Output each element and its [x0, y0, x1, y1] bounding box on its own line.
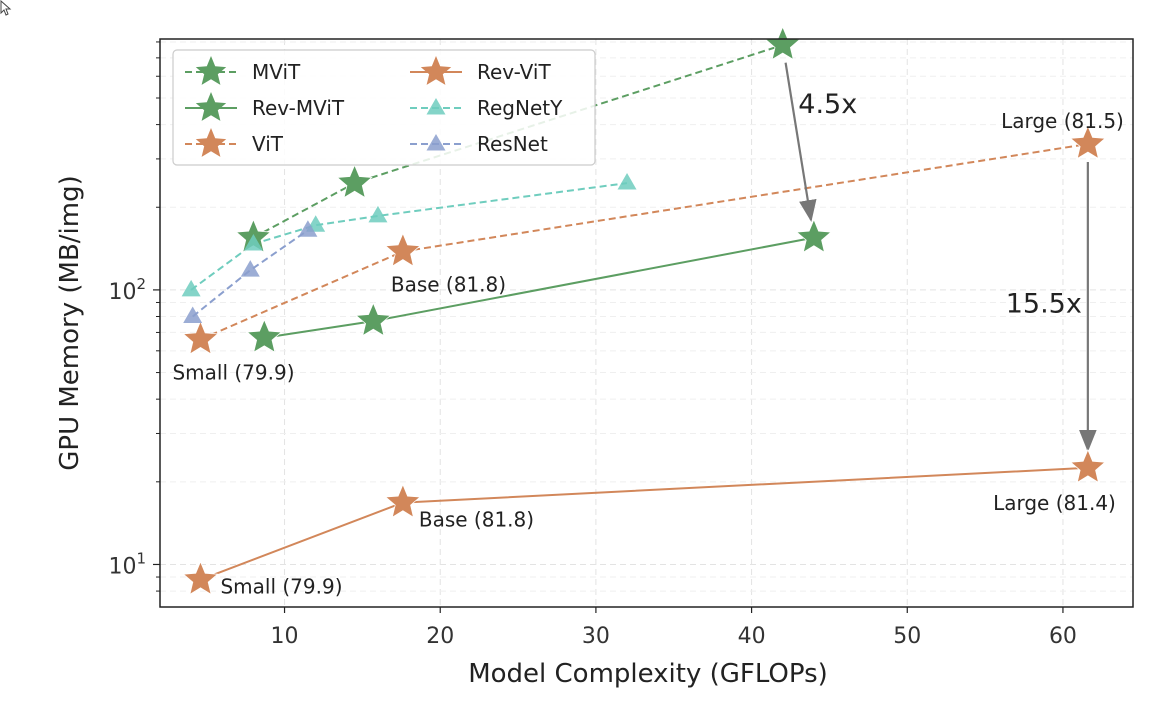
- data-point-rev-vit: [384, 483, 421, 519]
- legend-frame: [172, 49, 596, 166]
- annotation-label: Base (81.8): [391, 272, 506, 296]
- series-line-vit: [200, 143, 1089, 341]
- legend-marker-mvit: [195, 56, 227, 85]
- data-point-regnety: [181, 279, 201, 297]
- series-line-regnety: [190, 182, 628, 291]
- y-tick-label: 102: [108, 275, 146, 305]
- annotation-label: 4.5x: [798, 89, 857, 120]
- y-axis-label: GPU Memory (MB/img): [55, 175, 85, 471]
- series-line-rev-vit: [200, 466, 1088, 581]
- y-tick-label: 101: [108, 549, 146, 579]
- series-line-resnet: [192, 229, 309, 318]
- data-point-vit: [384, 232, 421, 267]
- annotation-label: 15.5x: [1006, 288, 1082, 319]
- data-point-regnety: [243, 233, 263, 251]
- annotation-label: Base (81.8): [419, 508, 534, 532]
- mouse-pointer-icon: [0, 0, 12, 16]
- data-point-regnety: [368, 205, 388, 223]
- legend-label-vit: ViT: [252, 132, 284, 156]
- data-point-resnet: [183, 306, 203, 324]
- data-point-vit: [182, 320, 219, 355]
- legend-label-resnet: ResNet: [477, 132, 548, 156]
- legend-label-rev-vit: Rev-ViT: [477, 60, 551, 84]
- data-point-rev-mvit: [355, 302, 392, 337]
- x-axis-label: Model Complexity (GFLOPs): [468, 659, 828, 689]
- x-tick-label: 40: [738, 624, 766, 649]
- data-point-vit: [1069, 124, 1106, 160]
- x-tick-label: 20: [426, 624, 454, 649]
- plot-frame: [159, 38, 1134, 608]
- data-point-rev-mvit: [795, 218, 832, 254]
- annotation-label: Large (81.4): [993, 491, 1116, 515]
- axis-ticks: 10 20 30 40 50 60 101 102: [108, 41, 1077, 649]
- data-point-rev-mvit: [246, 318, 283, 354]
- data-point-regnety: [617, 173, 637, 190]
- legend-marker-vit: [195, 128, 227, 157]
- annotation-label: Small (79.9): [172, 360, 294, 384]
- x-tick-label: 60: [1049, 624, 1077, 649]
- data-point-rev-vit: [1069, 448, 1106, 484]
- x-tick-label: 30: [582, 624, 610, 649]
- annotations: Small (79.9) Base (81.8) Large (81.5) Small…: [172, 89, 1123, 599]
- comparison-arrow: [784, 62, 817, 223]
- arrows: [784, 62, 1097, 452]
- annotation-label: Small (79.9): [220, 575, 342, 599]
- legend-label-regnety: RegNetY: [477, 96, 563, 120]
- legend: MViT Rev-MViT ViT Rev-ViT RegNetY ResNet: [172, 49, 596, 166]
- data-point-rev-vit: [182, 560, 219, 596]
- legend-marker-resnet: [426, 134, 446, 151]
- data-point-resnet: [240, 260, 260, 277]
- legend-marker-regnety: [426, 98, 446, 115]
- data-point-mvit: [764, 25, 801, 61]
- x-tick-label: 50: [893, 624, 921, 649]
- data-point-mvit: [336, 164, 373, 199]
- legend-marker-rev-vit: [420, 56, 452, 85]
- legend-marker-rev-mvit: [195, 92, 227, 121]
- data-point-resnet: [298, 220, 318, 237]
- legend-label-rev-mvit: Rev-MViT: [252, 96, 345, 120]
- series-line-rev-mvit: [264, 236, 815, 339]
- legend-label-mvit: MViT: [252, 60, 301, 84]
- x-tick-label: 10: [271, 624, 299, 649]
- series-markers: [181, 25, 1106, 596]
- annotation-label: Large (81.5): [1001, 109, 1124, 133]
